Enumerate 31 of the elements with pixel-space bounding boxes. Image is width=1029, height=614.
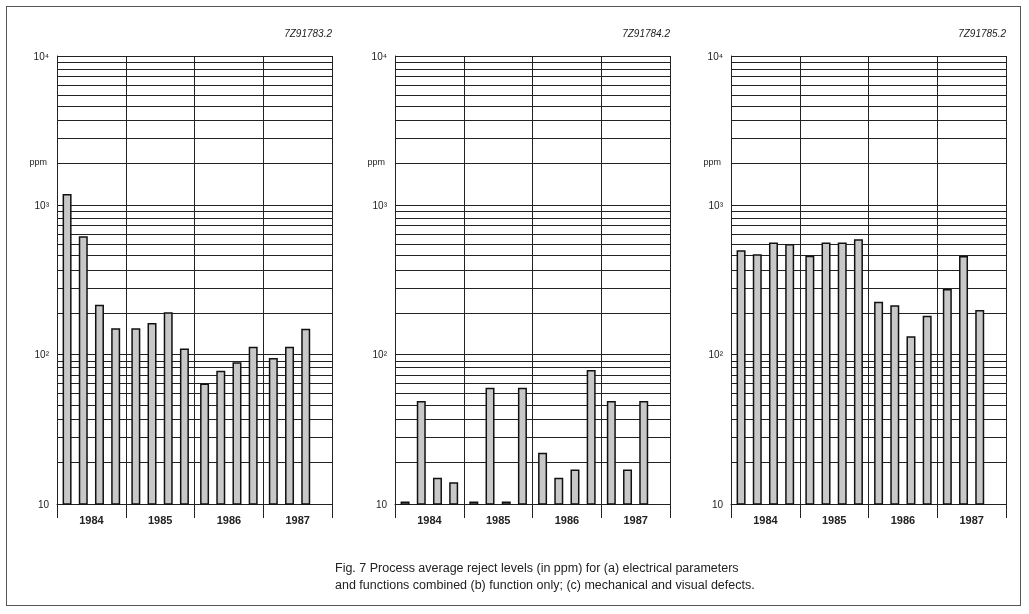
x-tick-label: 1984 <box>417 513 443 526</box>
y-tick-label: 10³ <box>372 199 388 211</box>
x-tick-label: 1985 <box>485 513 511 526</box>
y-axis-title: ppm <box>703 156 721 167</box>
y-tick-label: 10⁴ <box>33 50 49 62</box>
x-tick-label: 1986 <box>554 513 580 526</box>
text: 7Z91785.2 <box>958 28 1006 39</box>
y-tick-label: 10⁴ <box>707 50 723 62</box>
x-tick-label: 1985 <box>821 513 847 526</box>
y-axis-title: ppm <box>367 156 385 167</box>
x-tick-label: 1987 <box>959 513 984 526</box>
y-tick-label: 10 <box>375 498 388 510</box>
y-tick-label: 10 <box>711 498 724 510</box>
x-tick-label: 1987 <box>623 513 648 526</box>
y-tick-label: 10² <box>708 349 724 361</box>
text: 7Z91784.2 <box>622 28 670 39</box>
y-tick-label: 10³ <box>34 199 50 211</box>
x-tick-label: 1984 <box>753 513 779 526</box>
text: 7Z91783.2 <box>284 28 332 39</box>
x-tick-label: 1987 <box>285 513 310 526</box>
caption: Fig. 7 Process average reject levels (in ppm) for (a) electrical parameters and functions combined (b) function only; (c) mechanical and visual defects. <box>335 560 755 594</box>
y-axis-title: ppm <box>29 156 47 167</box>
y-tick-label: 10³ <box>708 199 724 211</box>
x-tick-label: 1986 <box>890 513 916 526</box>
y-tick-label: 10⁴ <box>371 50 387 62</box>
y-tick-label: 10 <box>37 498 50 510</box>
y-tick-label: 10² <box>34 349 50 361</box>
x-tick-label: 1984 <box>79 513 105 526</box>
x-tick-label: 1985 <box>147 513 173 526</box>
x-tick-label: 1986 <box>216 513 242 526</box>
y-tick-label: 10² <box>372 349 388 361</box>
